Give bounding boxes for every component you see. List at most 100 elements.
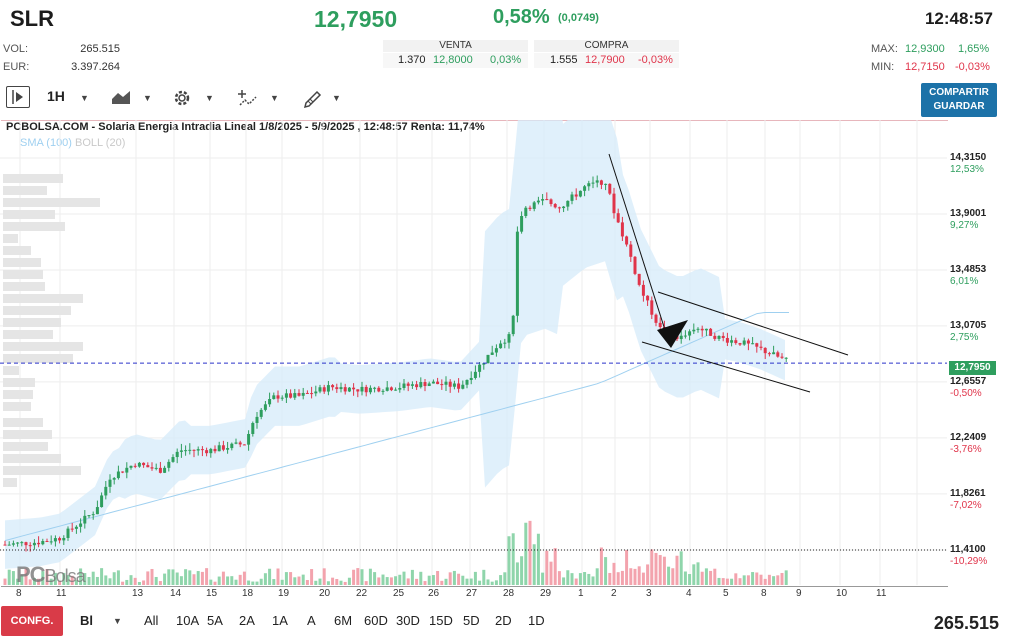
volume-bar (679, 551, 683, 585)
volume-bar (142, 580, 146, 585)
volume-bar (377, 577, 381, 585)
candle-body (335, 387, 339, 390)
volume-bar (100, 568, 104, 585)
drawing-chevron-down-icon[interactable]: ▼ (332, 93, 341, 103)
interval-chevron-down-icon[interactable]: ▼ (80, 93, 89, 103)
indicators-chevron-down-icon[interactable]: ▼ (270, 93, 279, 103)
candle-body (604, 183, 608, 185)
settings-chevron-down-icon[interactable]: ▼ (205, 93, 214, 103)
drawing-tools-button[interactable] (302, 87, 324, 114)
period-button-6m[interactable]: 6M (334, 613, 353, 628)
volume-bar (70, 575, 74, 585)
candle-body (591, 182, 595, 184)
share-save-button[interactable]: COMPARTIR GUARDAR (921, 83, 997, 117)
price-axis-percent: 9,27% (950, 219, 979, 231)
volume-bar (83, 573, 87, 585)
period-button-15d[interactable]: 15D (429, 613, 453, 628)
volume-bar (175, 572, 179, 585)
chart-type-button[interactable] (110, 88, 134, 111)
interval-select[interactable]: 1H (47, 88, 65, 104)
volume-profile-bar (3, 306, 71, 315)
config-button[interactable]: CONFG. (1, 606, 63, 636)
volume-bar (520, 556, 524, 585)
candle-body (759, 346, 763, 348)
volume-bar (612, 562, 616, 585)
period-button-5a[interactable]: 5A (207, 613, 223, 628)
volume-bar (746, 575, 750, 585)
period-button-2a[interactable]: 2A (239, 613, 255, 628)
price-chart[interactable] (0, 120, 1011, 588)
volume-bar (58, 580, 62, 585)
volume-profile-bar (3, 246, 31, 255)
candle-body (507, 334, 511, 343)
volume-bar (213, 581, 217, 585)
period-button-30d[interactable]: 30D (396, 613, 420, 628)
period-button-a[interactable]: A (307, 613, 316, 628)
settings-button[interactable] (171, 87, 193, 114)
chart-type-chevron-down-icon[interactable]: ▼ (143, 93, 152, 103)
volume-bar (713, 568, 717, 585)
indicators-button[interactable] (236, 87, 260, 114)
time-axis-label: 8 (16, 588, 22, 599)
time-axis-label: 18 (242, 588, 254, 599)
volume-bar (226, 576, 230, 585)
price-axis-percent: 2,75% (950, 331, 979, 343)
candle-body (583, 186, 587, 191)
candle-body (633, 256, 637, 274)
candle-body (650, 300, 654, 315)
candle-body (24, 542, 28, 546)
volume-bar (633, 568, 637, 585)
legend-boll[interactable]: BOLL (20) (75, 137, 126, 149)
candle-body (566, 200, 570, 207)
chart-style-select[interactable]: Bl (80, 613, 93, 628)
period-button-2d[interactable]: 2D (495, 613, 512, 628)
volume-bar (532, 544, 536, 585)
candle-body (11, 543, 15, 545)
chart-style-chevron-down-icon[interactable]: ▼ (113, 616, 122, 626)
volume-profile-bar (3, 442, 48, 451)
period-button-10a[interactable]: 10A (176, 613, 200, 628)
volume-bar (671, 568, 675, 585)
sell-percent: 0,03% (490, 54, 522, 66)
candle-body (20, 542, 24, 544)
volume-bar (767, 574, 771, 585)
volume-bar (133, 577, 137, 585)
volume-bar (646, 564, 650, 585)
period-button-1a[interactable]: 1A (272, 613, 288, 628)
volume-profile-bar (3, 198, 100, 207)
candle-body (688, 331, 692, 336)
volume-bar (200, 571, 204, 585)
volume-bar (125, 579, 129, 585)
volume-bar (427, 575, 431, 585)
volume-value: 265.515 (80, 43, 120, 55)
time-axis-label: 28 (503, 588, 515, 599)
volume-bar (234, 579, 238, 585)
legend-sma[interactable]: SMA (100) (20, 137, 72, 149)
sell-header: VENTA (383, 40, 528, 52)
candle-body (536, 200, 540, 203)
period-button-60d[interactable]: 60D (364, 613, 388, 628)
volume-bar (461, 575, 465, 585)
candle-body (478, 364, 482, 372)
period-button-5d[interactable]: 5D (463, 613, 480, 628)
volume-bar (389, 577, 393, 585)
candle-body (562, 206, 566, 209)
change-percent: 0,58% (493, 6, 550, 28)
volume-profile-bar (3, 366, 19, 375)
candle-body (570, 194, 574, 201)
candle-body (91, 514, 95, 516)
channel-lower-line (641, 341, 811, 393)
volume-bar (74, 580, 78, 585)
volume-bar (7, 569, 11, 585)
candle-body (780, 356, 784, 358)
volume-bar (650, 549, 654, 585)
volume-profile-bar (3, 258, 41, 267)
play-replay-button[interactable] (6, 86, 30, 108)
period-button-1d[interactable]: 1D (528, 613, 545, 628)
candle-body (280, 397, 284, 399)
period-button-all[interactable]: All (144, 613, 159, 628)
volume-bar (360, 569, 364, 585)
volume-bar (331, 577, 335, 585)
candle-body (318, 387, 322, 392)
candle-body (578, 190, 582, 197)
